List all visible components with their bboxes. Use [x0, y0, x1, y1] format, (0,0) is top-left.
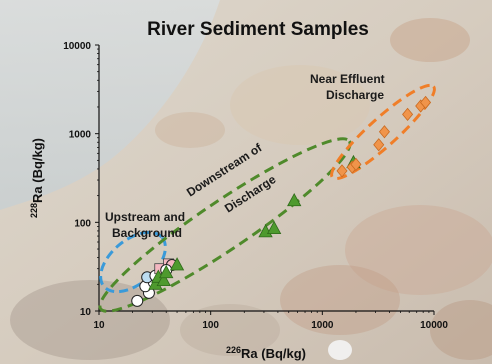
y-axis-label-text: Ra (Bq/kg): [30, 138, 45, 203]
downstream-point: [159, 264, 174, 279]
effluent-point: [402, 107, 414, 122]
effluent-group-ellipse: [330, 83, 436, 181]
downstream-point: [266, 220, 282, 234]
effluent-label-line-1: Near Effluent: [310, 72, 385, 86]
effluent-point: [373, 138, 385, 152]
x-tick-label: 100: [202, 320, 219, 331]
effluent-point: [420, 95, 432, 110]
x-tick-label: 10000: [420, 320, 448, 331]
upstream-label-line-2: Background: [112, 226, 182, 240]
axis-ticks: 10 100 1000 10000 10 100 1000 10000: [63, 41, 448, 331]
effluent-point: [350, 157, 362, 172]
x-axis-label-text: Ra (Bq/kg): [241, 346, 306, 361]
y-tick-label: 10: [80, 307, 92, 318]
downstream-point: [156, 272, 171, 287]
x-axis-label-sup: 226: [226, 345, 241, 355]
data-points: [131, 95, 432, 307]
y-tick-label: 10000: [63, 41, 91, 52]
x-tick-label: 1000: [311, 320, 334, 331]
chart-title: River Sediment Samples: [147, 19, 369, 40]
upstream-label-line-1: Upstream and: [105, 210, 185, 224]
x-tick-label: 10: [93, 320, 105, 331]
y-axis-label-sup: 228: [29, 203, 39, 218]
y-axis-label: 228Ra (Bq/kg): [29, 138, 45, 218]
plot-area: [98, 45, 434, 312]
effluent-point: [378, 125, 390, 139]
downstream-point: [287, 192, 302, 207]
downstream-group-ellipse: [98, 137, 352, 313]
y-tick-label: 100: [74, 218, 91, 229]
upstream-point: [131, 294, 144, 307]
effluent-point: [336, 164, 348, 178]
y-tick-label: 1000: [69, 130, 92, 141]
x-axis-label: 226Ra (Bq/kg): [226, 345, 306, 361]
effluent-label-line-2: Discharge: [326, 88, 384, 102]
downstream-point: [169, 257, 185, 271]
